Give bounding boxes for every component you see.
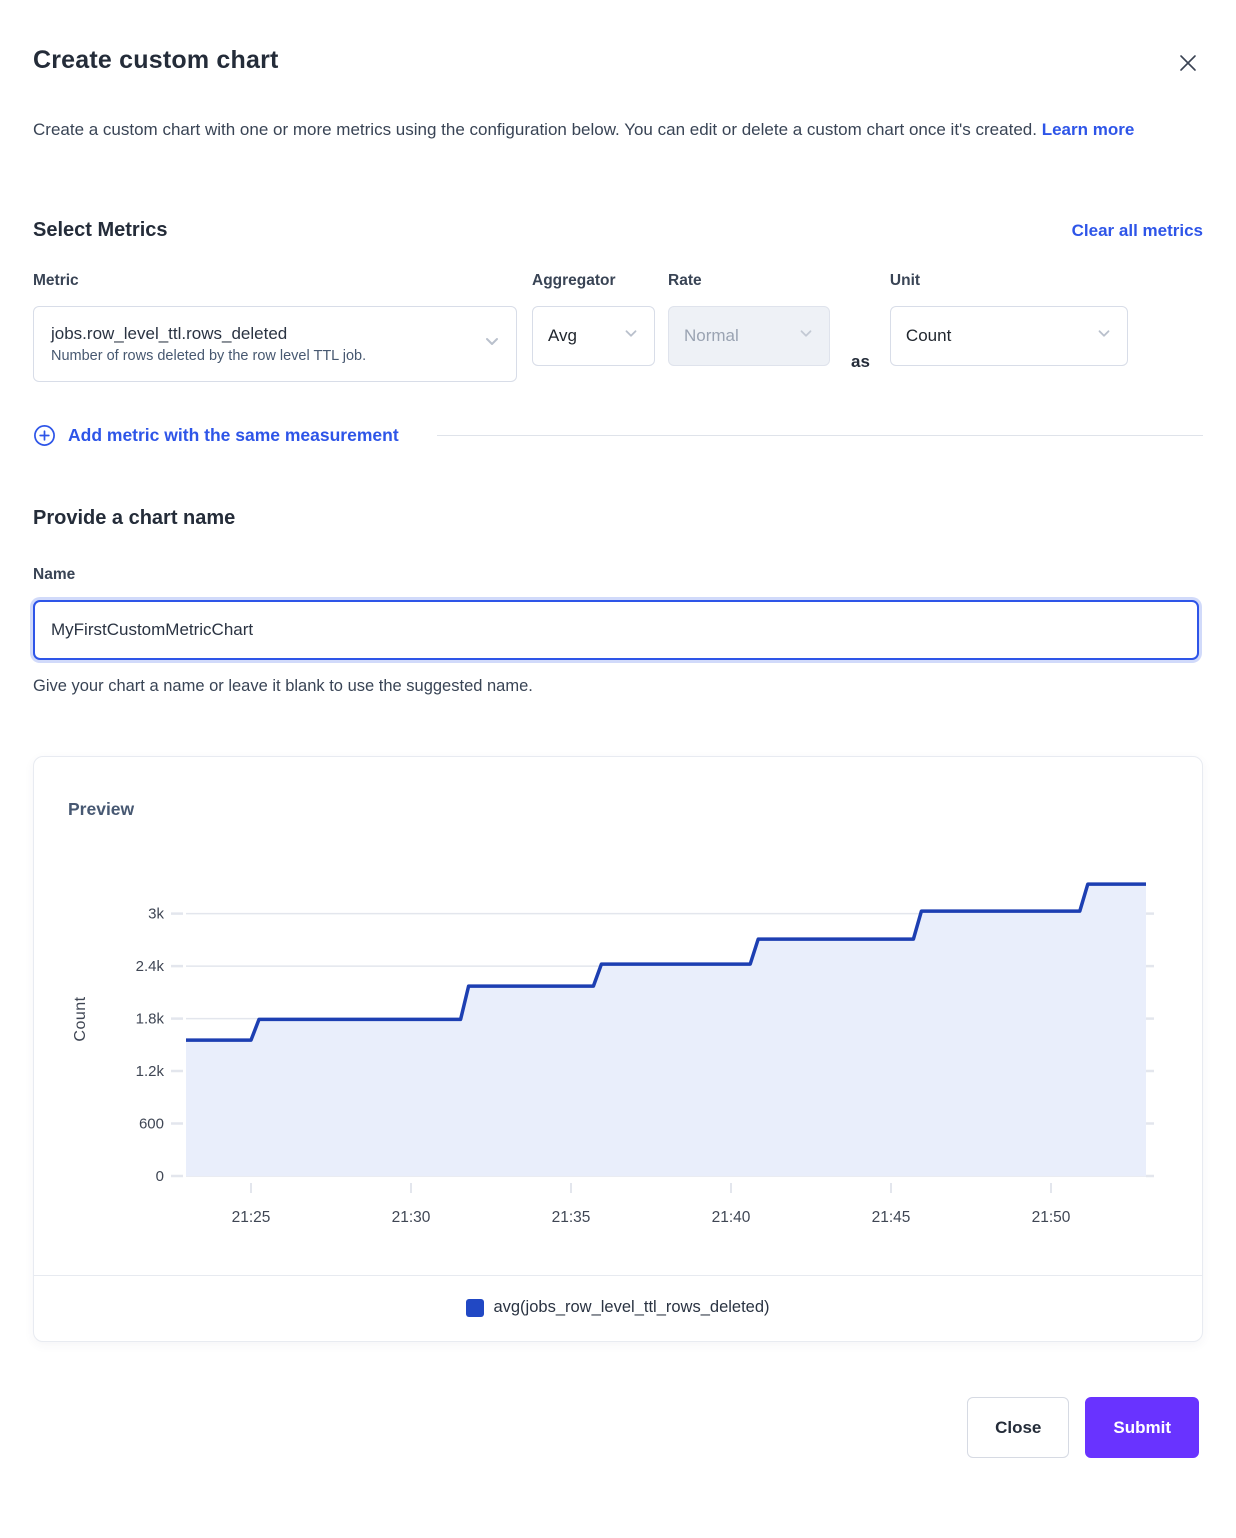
learn-more-link[interactable]: Learn more: [1041, 120, 1135, 139]
rate-select-value: Normal: [684, 326, 739, 345]
svg-text:600: 600: [139, 1116, 164, 1133]
page-title: Create custom chart: [33, 46, 279, 74]
divider: [436, 435, 1203, 436]
add-metric-row: Add metric with the same measurement: [33, 424, 1203, 447]
chart-legend: avg(jobs_row_level_ttl_rows_deleted): [34, 1298, 1202, 1317]
legend-label: avg(jobs_row_level_ttl_rows_deleted): [493, 1298, 770, 1316]
preview-title: Preview: [68, 799, 135, 819]
close-icon[interactable]: [1173, 48, 1203, 78]
as-label: as: [851, 352, 870, 371]
name-helper-text: Give your chart a name or leave it blank…: [33, 677, 533, 695]
close-button[interactable]: Close: [967, 1397, 1070, 1458]
svg-text:Count: Count: [72, 996, 89, 1041]
chevron-down-icon: [482, 332, 502, 357]
name-label: Name: [33, 566, 76, 583]
rate-label: Rate: [668, 272, 702, 289]
dialog-footer: Close Submit: [33, 1397, 1203, 1458]
rate-select: Normal: [668, 306, 830, 366]
select-metrics-header: Select Metrics Clear all metrics: [33, 219, 1203, 242]
metric-select[interactable]: jobs.row_level_ttl.rows_deleted Number o…: [33, 306, 517, 382]
legend-divider: [34, 1275, 1202, 1276]
svg-text:21:25: 21:25: [232, 1209, 271, 1226]
preview-chart: 0 600 1.2k 1.8k 2.4k 3k 21:25 21:30 21:35 21:40 21…: [34, 852, 1204, 1257]
preview-card: Preview 0 600 1.2k 1.8k 2.4k 3k 21:25 21:30 21:3…: [33, 756, 1203, 1342]
svg-text:2.4k: 2.4k: [136, 958, 165, 975]
chart-name-heading: Provide a chart name: [33, 507, 236, 529]
svg-text:21:50: 21:50: [1032, 1209, 1071, 1226]
aggregator-select[interactable]: Avg: [532, 306, 655, 366]
aggregator-select-value: Avg: [548, 326, 577, 345]
svg-text:0: 0: [156, 1168, 164, 1185]
metric-select-description: Number of rows deleted by the row level …: [51, 348, 367, 364]
chevron-down-icon: [1095, 325, 1113, 348]
metric-row: Metric jobs.row_level_ttl.rows_deleted N…: [33, 272, 1203, 382]
unit-select[interactable]: Count: [889, 306, 1128, 366]
chevron-down-icon: [797, 325, 815, 348]
svg-text:21:45: 21:45: [872, 1209, 911, 1226]
svg-text:21:30: 21:30: [392, 1209, 431, 1226]
create-custom-chart-dialog: Create custom chart Create a custom char…: [33, 46, 1203, 1458]
metric-label: Metric: [33, 272, 79, 289]
unit-label: Unit: [889, 272, 921, 289]
add-metric-button[interactable]: Add metric with the same measurement: [33, 424, 399, 447]
metric-select-value: jobs.row_level_ttl.rows_deleted: [51, 324, 288, 343]
unit-select-value: Count: [905, 326, 952, 345]
svg-text:1.8k: 1.8k: [136, 1011, 165, 1028]
chevron-down-icon: [622, 325, 640, 348]
svg-text:21:35: 21:35: [552, 1209, 591, 1226]
submit-button[interactable]: Submit: [1085, 1397, 1199, 1458]
aggregator-label: Aggregator: [532, 272, 616, 289]
legend-swatch-icon: [466, 1298, 485, 1317]
description-text: Create a custom chart with one or more m…: [33, 120, 1037, 139]
plus-circle-icon: [33, 424, 56, 447]
chart-name-input[interactable]: [33, 600, 1199, 660]
dialog-description: Create a custom chart with one or more m…: [33, 111, 1183, 149]
svg-text:3k: 3k: [148, 906, 164, 923]
svg-text:21:40: 21:40: [712, 1209, 751, 1226]
svg-text:1.2k: 1.2k: [136, 1063, 165, 1080]
add-metric-label: Add metric with the same measurement: [68, 425, 399, 445]
select-metrics-heading: Select Metrics: [33, 219, 168, 241]
dialog-header: Create custom chart: [33, 46, 1203, 78]
clear-all-metrics-link[interactable]: Clear all metrics: [1071, 221, 1203, 240]
